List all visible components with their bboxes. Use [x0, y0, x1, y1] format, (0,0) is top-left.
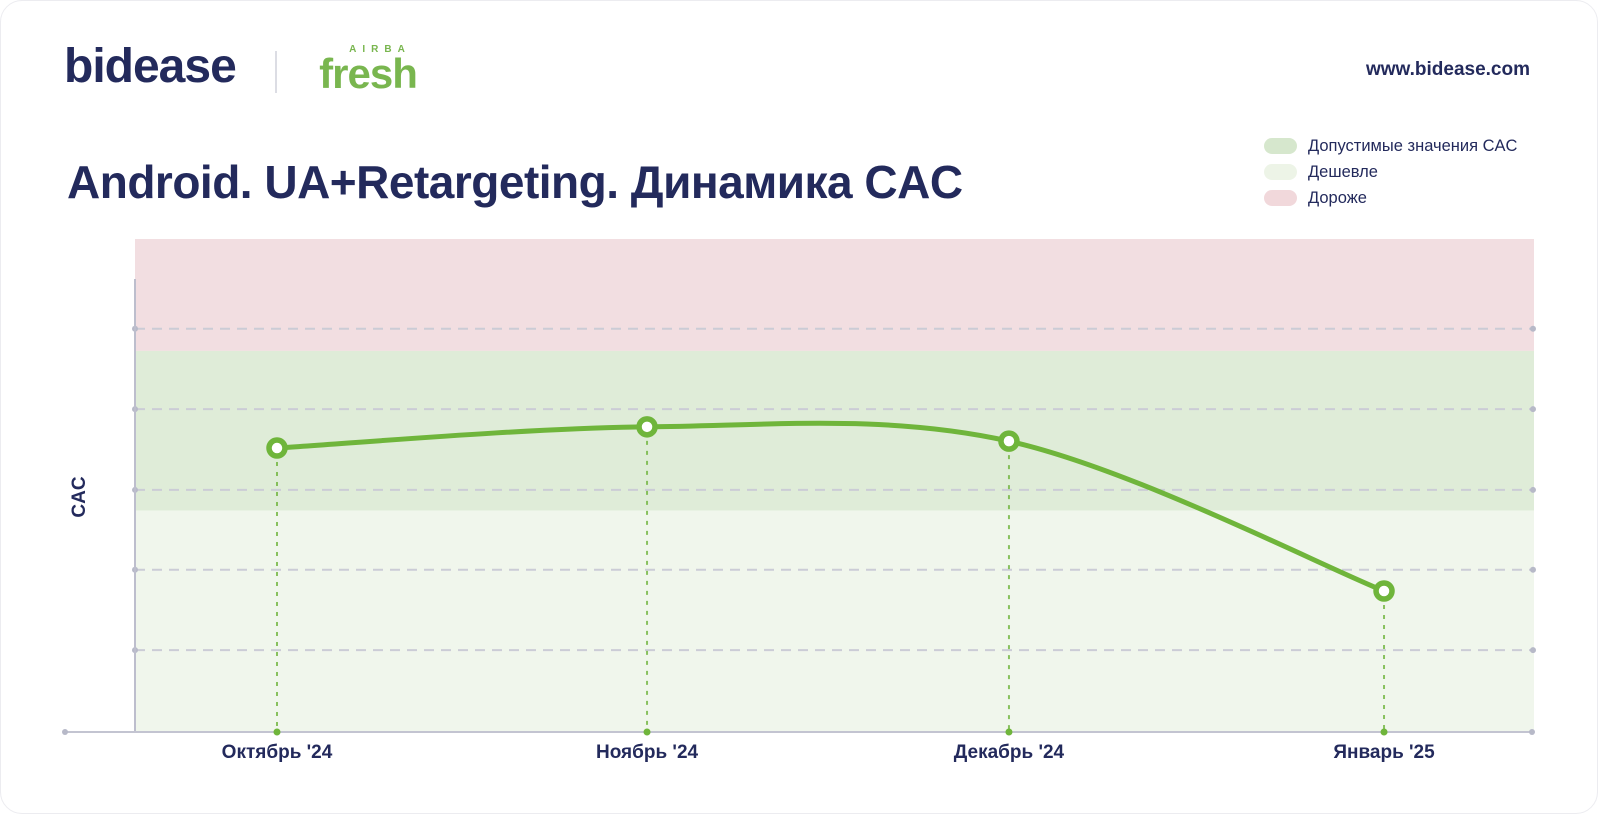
legend-item-cheaper: Дешевле [1264, 159, 1517, 185]
logo-divider [275, 51, 277, 93]
x-tick-label: Октябрь '24 [222, 742, 333, 763]
chart-legend: Допустимые значения CAC Дешевле Дороже [1264, 133, 1517, 211]
airba-logo-text: AIRBA [349, 44, 411, 55]
page-title: Android. UA+Retargeting. Динамика CAC [67, 156, 963, 208]
x-tick-dot [643, 728, 651, 736]
gridline-right-dot [1530, 566, 1536, 573]
airba-fresh-logo: AIRBA fresh [308, 44, 428, 97]
legend-label: Допустимые значения CAC [1308, 136, 1518, 155]
band-expensive [135, 239, 1534, 351]
legend-swatch-acceptable [1264, 138, 1297, 154]
y-axis-label: CAC [69, 476, 90, 517]
legend-swatch-expensive [1264, 190, 1297, 206]
legend-item-acceptable: Допустимые значения CAC [1264, 133, 1517, 159]
bidease-logo: bidease [64, 40, 237, 93]
fresh-logo-text: fresh [319, 50, 418, 97]
data-point-marker [998, 430, 1020, 452]
legend-item-expensive: Дороже [1264, 185, 1517, 211]
x-tick-label: Декабрь '24 [954, 742, 1065, 763]
band-cheaper [135, 510, 1534, 732]
x-tick-dot [273, 728, 281, 736]
gridline-right-dot [1530, 647, 1536, 654]
x-tick-dot [1005, 728, 1013, 736]
x-tick-dot [1380, 728, 1388, 736]
data-point-marker [636, 416, 658, 438]
x-tick-label: Январь '25 [1333, 742, 1435, 763]
gridline-right-dot [1530, 486, 1536, 493]
band-acceptable [135, 350, 1534, 511]
gridline-right-dot [1530, 325, 1536, 332]
x-tick-label: Ноябрь '24 [596, 742, 699, 763]
legend-swatch-cheaper [1264, 164, 1297, 180]
x-axis-right-dot [1529, 729, 1535, 735]
gridline-right-dot [1530, 406, 1536, 413]
legend-label: Дороже [1308, 188, 1367, 207]
legend-label: Дешевле [1308, 162, 1378, 181]
data-point-marker [266, 437, 288, 459]
x-axis-left-dot [62, 729, 68, 735]
data-point-marker [1373, 580, 1395, 602]
cac-line [274, 420, 1387, 594]
website-link[interactable]: www.bidease.com [1365, 59, 1530, 80]
